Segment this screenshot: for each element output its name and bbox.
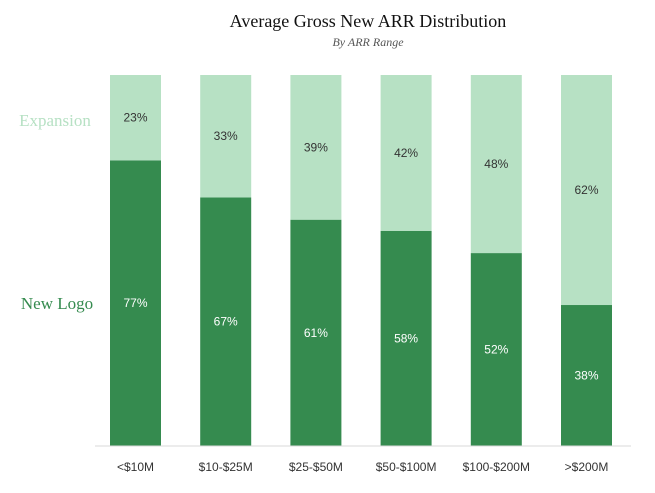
data-label-new-logo-4: 52% <box>484 343 508 357</box>
data-label-new-logo-0: 77% <box>123 296 147 310</box>
legend-label-expansion: Expansion <box>19 111 91 130</box>
data-label-expansion-2: 39% <box>304 140 328 154</box>
x-tick-label-1: $10-$25M <box>199 460 253 474</box>
data-label-new-logo-1: 67% <box>214 315 238 329</box>
x-tick-label-5: >$200M <box>565 460 609 474</box>
x-tick-label-0: <$10M <box>117 460 154 474</box>
data-label-expansion-5: 62% <box>574 183 598 197</box>
stacked-bar-chart: Average Gross New ARR Distribution By AR… <box>0 0 655 493</box>
data-label-expansion-0: 23% <box>123 111 147 125</box>
label-group: 77% 23% <$10M 67% 33% $10-$25M 61% 39% $25-$50M 5… <box>117 111 608 474</box>
data-label-expansion-1: 33% <box>214 129 238 143</box>
x-tick-label-2: $25-$50M <box>289 460 343 474</box>
chart-title: Average Gross New ARR Distribution <box>230 11 507 31</box>
bar-group <box>110 75 612 446</box>
legend-label-new-logo: New Logo <box>21 294 93 313</box>
chart-subtitle: By ARR Range <box>332 35 404 49</box>
data-label-expansion-3: 42% <box>394 146 418 160</box>
data-label-expansion-4: 48% <box>484 157 508 171</box>
data-label-new-logo-3: 58% <box>394 331 418 345</box>
data-label-new-logo-2: 61% <box>304 326 328 340</box>
x-tick-label-4: $100-$200M <box>463 460 530 474</box>
x-tick-label-3: $50-$100M <box>376 460 437 474</box>
data-label-new-logo-5: 38% <box>574 369 598 383</box>
